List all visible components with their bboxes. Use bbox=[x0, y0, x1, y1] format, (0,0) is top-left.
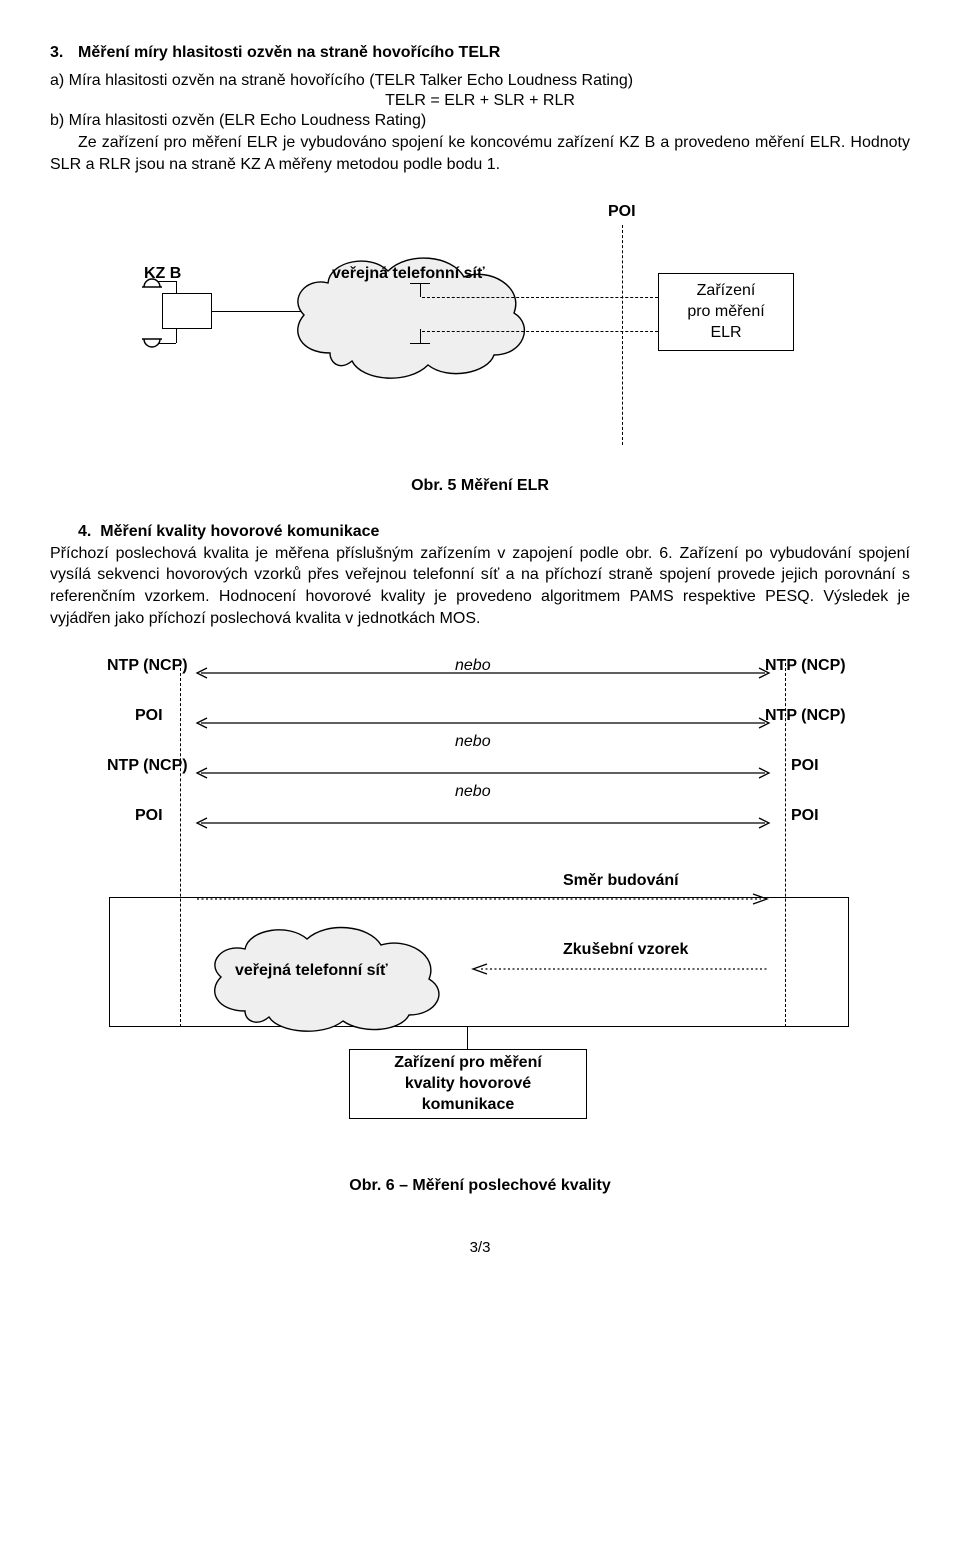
section4-block: 4. Měření kvality hovorové komunikace Př… bbox=[50, 521, 910, 629]
fig5-line bbox=[176, 329, 177, 343]
handset-bottom-icon bbox=[140, 333, 164, 357]
section3-title: Měření míry hlasitosti ozvěn na straně h… bbox=[78, 44, 500, 61]
fig5-box-l2: pro měření bbox=[687, 303, 764, 320]
figure-5: POI KZ B veřejná telefonní síť Zařízení … bbox=[110, 203, 850, 463]
fig6-label-ntp-right-2: NTP (NCP) bbox=[765, 707, 846, 725]
fig6-box-l1: Zařízení pro měření bbox=[394, 1054, 542, 1071]
section3-item-b: b) Míra hlasitosti ozvěn (ELR Echo Loudn… bbox=[50, 112, 910, 130]
fig6-box-l2: kvality hovorové bbox=[405, 1075, 531, 1092]
fig6-label-poi-left-4: POI bbox=[135, 807, 163, 825]
section4-paragraph: Příchozí poslechová kvalita je měřena př… bbox=[50, 545, 910, 627]
section3-number: 3. bbox=[50, 44, 78, 62]
fig6-label-poi-right-4: POI bbox=[791, 807, 819, 825]
figure-6: NTP (NCP) NTP (NCP) nebo POI NTP (NCP) n… bbox=[65, 657, 895, 1137]
fig6-caption: Obr. 6 – Měření poslechové kvality bbox=[50, 1177, 910, 1195]
fig6-label-poi-left-2: POI bbox=[135, 707, 163, 725]
fig6-nebo-1: nebo bbox=[455, 657, 491, 675]
fig5-dashline-bottom bbox=[422, 331, 658, 332]
section3-heading: 3.Měření míry hlasitosti ozvěn na straně… bbox=[50, 44, 910, 62]
section3-item-a: a) Míra hlasitosti ozvěn na straně hovoř… bbox=[50, 72, 910, 90]
fig5-poi-label: POI bbox=[608, 203, 636, 221]
fig6-zku-label: Zkušební vzorek bbox=[563, 941, 688, 959]
fig6-label-ntp-left-3: NTP (NCP) bbox=[107, 757, 188, 775]
fig5-device-box: Zařízení pro měření ELR bbox=[658, 273, 794, 351]
fig6-label-ntp-left-1: NTP (NCP) bbox=[107, 657, 188, 675]
fig5-box-l3: ELR bbox=[710, 324, 741, 341]
fig5-poi-vline bbox=[622, 225, 623, 445]
fig6-smer-label: Směr budování bbox=[563, 872, 679, 890]
section3-paragraph: Ze zařízení pro měření ELR je vybudováno… bbox=[50, 132, 910, 175]
section4-title: Měření kvality hovorové komunikace bbox=[100, 523, 379, 540]
fig5-dashline-top bbox=[422, 297, 658, 298]
fig5-line bbox=[158, 281, 176, 282]
fig6-device-box: Zařízení pro měření kvality hovorové kom… bbox=[349, 1049, 587, 1119]
fig5-cloud-label: veřejná telefonní síť bbox=[332, 265, 485, 283]
fig5-line bbox=[158, 343, 176, 344]
fig6-connector bbox=[467, 1027, 468, 1049]
fig6-label-ntp-right-1: NTP (NCP) bbox=[765, 657, 846, 675]
page-number: 3/3 bbox=[50, 1239, 910, 1256]
fig6-label-poi-right-3: POI bbox=[791, 757, 819, 775]
fig5-line bbox=[176, 281, 177, 293]
fig5-box-l1: Zařízení bbox=[697, 282, 756, 299]
section3-formula: TELR = ELR + SLR + RLR bbox=[50, 92, 910, 110]
fig6-cloud-label: veřejná telefonní síť bbox=[235, 962, 388, 980]
fig6-box-l3: komunikace bbox=[422, 1096, 514, 1113]
fig6-nebo-2: nebo bbox=[455, 733, 491, 751]
fig6-zku-arrow bbox=[469, 963, 773, 975]
fig5-kzb-block bbox=[162, 293, 212, 329]
fig5-caption: Obr. 5 Měření ELR bbox=[50, 477, 910, 495]
fig6-nebo-3: nebo bbox=[455, 783, 491, 801]
section4-number: 4. bbox=[78, 523, 91, 540]
